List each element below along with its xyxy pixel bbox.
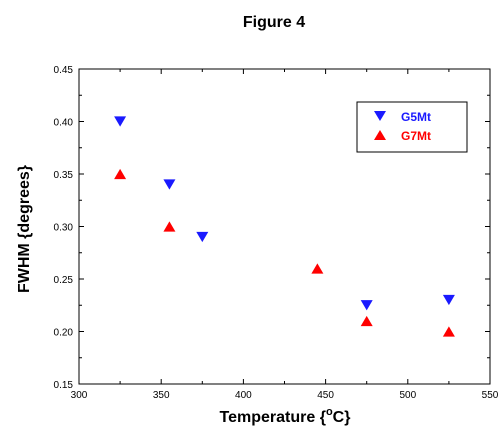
legend-label-g5mt: G5Mt (401, 110, 431, 124)
x-axis-title-main: Temperature { (220, 409, 326, 426)
chart-title: Figure 4 (243, 14, 305, 31)
data-point-g5mt (442, 294, 455, 306)
y-tick-label: 0.15 (54, 380, 74, 391)
x-tick-label: 300 (71, 390, 88, 401)
legend: G5Mt G7Mt (356, 101, 468, 153)
legend-label-g7mt: G7Mt (401, 129, 431, 143)
y-axis-title: FWHM {degrees} (16, 165, 33, 293)
legend-box (356, 101, 468, 153)
x-tick-label: 350 (153, 390, 170, 401)
x-axis-title-tail: C} (333, 409, 351, 426)
x-tick-label: 550 (482, 390, 499, 401)
data-point-g5mt (114, 116, 127, 127)
data-point-g7mt (360, 315, 373, 327)
y-tick-label: 0.30 (54, 223, 74, 234)
x-axis: 300 350 400 450 500 550 (71, 69, 499, 401)
y-axis: 0.15 0.20 0.25 0.30 0.35 0.40 0.45 (54, 65, 490, 391)
x-axis-title-superscript: o (326, 406, 333, 418)
x-tick-label: 500 (399, 390, 416, 401)
data-point-g7mt (114, 168, 127, 180)
x-tick-label: 400 (235, 390, 252, 401)
y-tick-label: 0.25 (54, 275, 74, 286)
legend-marker-g7mt (374, 130, 386, 140)
y-tick-label: 0.45 (54, 65, 74, 76)
data-point-g5mt (163, 179, 176, 190)
data-points (114, 116, 455, 337)
x-axis-title: Temperature {oC} (220, 406, 351, 426)
y-tick-label: 0.20 (54, 328, 74, 339)
x-tick-label: 450 (317, 390, 334, 401)
data-point-g7mt (311, 263, 324, 274)
legend-marker-g5mt (374, 111, 386, 121)
data-point-g7mt (442, 326, 455, 337)
data-point-g5mt (196, 231, 209, 243)
data-point-g5mt (360, 300, 373, 311)
y-tick-label: 0.40 (54, 118, 74, 129)
y-tick-label: 0.35 (54, 170, 74, 181)
data-point-g7mt (163, 221, 176, 232)
